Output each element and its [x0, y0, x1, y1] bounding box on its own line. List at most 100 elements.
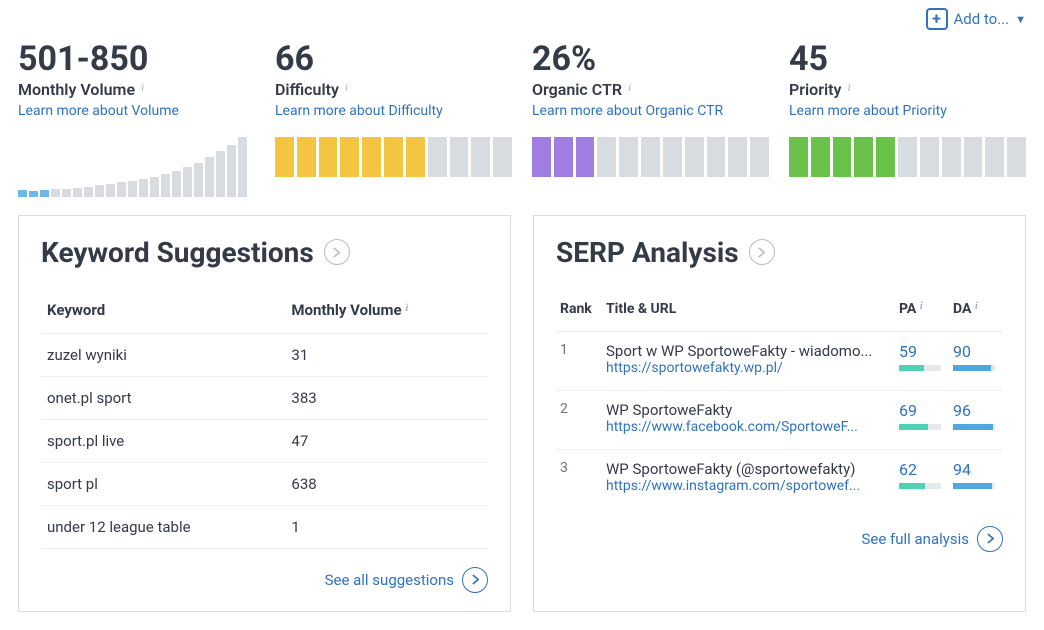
metric-volume-value: 501-850	[18, 42, 255, 78]
bar-segment	[663, 137, 682, 177]
serp-pa-cell-bar	[899, 483, 941, 489]
bar-segment	[876, 137, 895, 177]
serp-col-title-url: Title & URL	[602, 291, 895, 332]
bar-segment	[942, 137, 961, 177]
bar-segment	[275, 137, 294, 177]
serp-analysis-table: Rank Title & URL PA i DA i 1Sport w WP S…	[556, 291, 1003, 508]
ks-keyword-cell: sport pl	[41, 462, 285, 505]
serp-da-cell: 96	[949, 390, 1003, 449]
volume-bar-segment	[161, 174, 170, 197]
ks-volume-cell: 47	[285, 419, 488, 462]
serp-result-url[interactable]: https://www.instagram.com/sportowef...	[606, 478, 891, 494]
ks-keyword-cell: onet.pl sport	[41, 376, 285, 419]
serp-da-cell: 94	[949, 449, 1003, 508]
bar-segment	[532, 137, 551, 177]
bar-segment	[576, 137, 595, 177]
serp-result-title: WP SportoweFakty (@sportowefakty)	[606, 460, 891, 478]
ks-keyword-cell: sport.pl live	[41, 419, 285, 462]
bar-segment	[750, 137, 769, 177]
learn-difficulty-link[interactable]: Learn more about Difficulty	[275, 103, 443, 119]
info-icon[interactable]: i	[847, 82, 850, 94]
volume-bar-segment	[29, 191, 38, 197]
volume-bar-segment	[139, 179, 148, 197]
serp-pa-cell: 59	[895, 331, 949, 390]
table-row[interactable]: under 12 league table1	[41, 505, 488, 548]
bar-segment	[619, 137, 638, 177]
bar-segment	[728, 137, 747, 177]
ks-volume-cell: 383	[285, 376, 488, 419]
ks-volume-cell: 638	[285, 462, 488, 505]
table-row[interactable]: 2WP SportoweFaktyhttps://www.facebook.co…	[556, 390, 1003, 449]
volume-bar-segment	[95, 185, 104, 197]
add-to-button[interactable]: + Add to... ▼	[926, 8, 1027, 30]
bar-segment	[641, 137, 660, 177]
serp-pa-cell-bar	[899, 365, 941, 371]
volume-bar-segment	[205, 157, 214, 197]
serp-result-url[interactable]: https://sportowefakty.wp.pl/	[606, 360, 891, 376]
table-row[interactable]: sport pl638	[41, 462, 488, 505]
volume-bar-segment	[106, 184, 115, 197]
bar-segment	[685, 137, 704, 177]
volume-bar-segment	[150, 177, 159, 197]
bar-segment	[297, 137, 316, 177]
bar-segment	[854, 137, 873, 177]
table-row[interactable]: 1Sport w WP SportoweFakty - wiadomo...ht…	[556, 331, 1003, 390]
learn-volume-link[interactable]: Learn more about Volume	[18, 103, 179, 119]
serp-da-cell-value: 96	[953, 401, 999, 420]
info-icon[interactable]: i	[405, 302, 408, 314]
table-row[interactable]: zuzel wyniki31	[41, 333, 488, 376]
serp-da-cell-bar	[953, 365, 995, 371]
bar-segment	[707, 137, 726, 177]
volume-bar-segment	[73, 188, 82, 197]
info-icon[interactable]: i	[628, 82, 631, 94]
learn-priority-link[interactable]: Learn more about Priority	[789, 103, 947, 119]
info-icon[interactable]: i	[345, 82, 348, 94]
table-row[interactable]: sport.pl live47	[41, 419, 488, 462]
volume-bar-segment	[227, 145, 236, 197]
bar-segment	[362, 137, 381, 177]
metrics-row: 501-850 Monthly Volume i Learn more abou…	[18, 42, 1026, 197]
serp-da-cell-value: 94	[953, 460, 999, 479]
volume-bar-segment	[128, 181, 137, 197]
info-icon[interactable]: i	[975, 300, 978, 312]
volume-bar-segment	[216, 151, 225, 197]
metric-volume-label: Monthly Volume	[18, 80, 135, 99]
serp-title-url-cell: Sport w WP SportoweFakty - wiadomo...htt…	[602, 331, 895, 390]
info-icon[interactable]: i	[141, 82, 144, 94]
serp-rank-cell: 2	[556, 390, 602, 449]
learn-ctr-link[interactable]: Learn more about Organic CTR	[532, 103, 723, 119]
table-row[interactable]: 3WP SportoweFakty (@sportowefakty)https:…	[556, 449, 1003, 508]
table-row[interactable]: onet.pl sport383	[41, 376, 488, 419]
metric-difficulty-label: Difficulty	[275, 80, 339, 99]
volume-bar-segment	[183, 167, 192, 197]
keyword-suggestions-table: Keyword Monthly Volume i zuzel wyniki31o…	[41, 291, 488, 549]
ks-keyword-cell: under 12 league table	[41, 505, 285, 548]
serp-result-title: Sport w WP SportoweFakty - wiadomo...	[606, 342, 891, 360]
bar-segment	[493, 137, 512, 177]
metric-priority-value: 45	[789, 42, 1026, 78]
serp-analysis-expand-icon[interactable]	[749, 239, 775, 265]
bar-segment	[471, 137, 490, 177]
volume-bar-segment	[40, 190, 49, 197]
metric-ctr-label: Organic CTR	[532, 80, 622, 99]
keyword-suggestions-expand-icon[interactable]	[324, 239, 350, 265]
bar-segment	[789, 137, 808, 177]
see-full-analysis-link[interactable]: See full analysis	[861, 526, 1003, 552]
see-all-suggestions-link[interactable]: See all suggestions	[325, 567, 488, 593]
volume-bar-segment	[51, 189, 60, 197]
ks-col-volume: Monthly Volume i	[285, 291, 488, 334]
volume-bar-segment	[172, 171, 181, 197]
metric-ctr-value: 26%	[532, 42, 769, 78]
bar-segment	[597, 137, 616, 177]
ctr-bar	[532, 137, 769, 177]
bar-segment	[920, 137, 939, 177]
bar-segment	[985, 137, 1004, 177]
volume-bar-segment	[18, 190, 27, 197]
bar-segment	[811, 137, 830, 177]
serp-title-url-cell: WP SportoweFakty (@sportowefakty)https:/…	[602, 449, 895, 508]
info-icon[interactable]: i	[920, 300, 923, 312]
volume-sparkline	[18, 137, 255, 197]
serp-result-url[interactable]: https://www.facebook.com/SportoweF...	[606, 419, 891, 435]
serp-analysis-panel: SERP Analysis Rank Title & URL PA i DA i	[533, 215, 1026, 612]
bar-segment	[964, 137, 983, 177]
